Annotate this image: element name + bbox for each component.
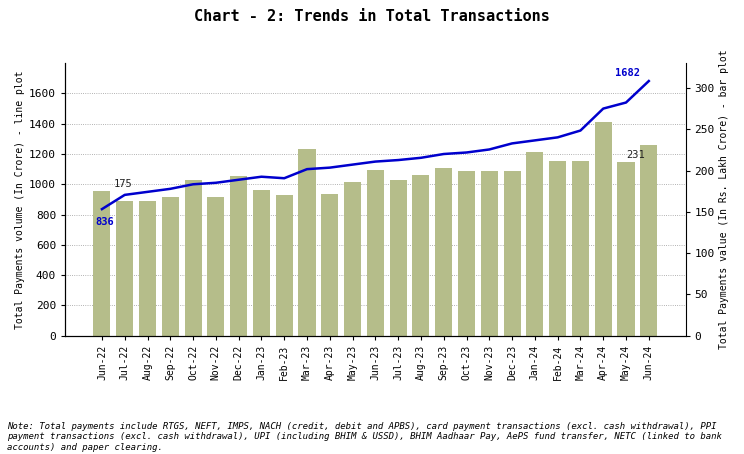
Y-axis label: Total Payments volume (In Crore) - line plot: Total Payments volume (In Crore) - line …: [15, 70, 25, 329]
Bar: [481, 171, 498, 336]
Bar: [344, 182, 361, 336]
Bar: [504, 171, 521, 336]
Bar: [641, 145, 658, 336]
Bar: [298, 149, 315, 336]
Bar: [276, 195, 293, 336]
Bar: [618, 162, 635, 336]
Text: Chart - 2: Trends in Total Transactions: Chart - 2: Trends in Total Transactions: [194, 9, 550, 24]
Text: 231: 231: [626, 150, 645, 160]
Bar: [572, 162, 589, 336]
Bar: [594, 122, 612, 336]
Bar: [185, 180, 202, 336]
Bar: [412, 175, 429, 336]
Text: Note: Total payments include RTGS, NEFT, IMPS, NACH (credit, debit and APBS), ca: Note: Total payments include RTGS, NEFT,…: [7, 422, 722, 452]
Text: 1682: 1682: [615, 68, 640, 78]
Bar: [230, 176, 247, 336]
Text: 836: 836: [95, 217, 114, 227]
Bar: [321, 194, 339, 336]
Bar: [390, 180, 407, 336]
Text: 175: 175: [113, 179, 132, 189]
Bar: [116, 201, 133, 336]
Bar: [94, 191, 110, 336]
Y-axis label: Total Payments value (In Rs. Lakh Crore) - bar plot: Total Payments value (In Rs. Lakh Crore)…: [719, 49, 729, 349]
Bar: [526, 152, 543, 336]
Bar: [161, 197, 179, 336]
Bar: [208, 197, 225, 336]
Bar: [253, 190, 270, 336]
Bar: [458, 171, 475, 336]
Bar: [139, 201, 156, 336]
Bar: [549, 162, 566, 336]
Bar: [367, 170, 384, 336]
Bar: [435, 168, 452, 336]
